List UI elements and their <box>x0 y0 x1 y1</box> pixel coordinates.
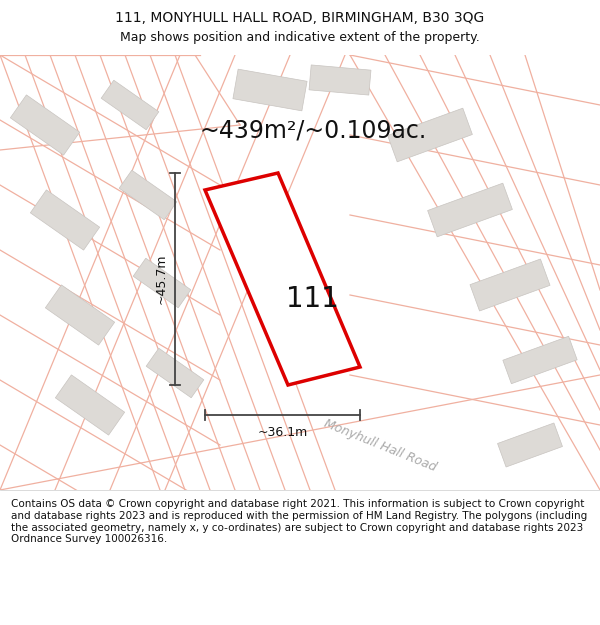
Text: 111, MONYHULL HALL ROAD, BIRMINGHAM, B30 3QG: 111, MONYHULL HALL ROAD, BIRMINGHAM, B30… <box>115 11 485 25</box>
Polygon shape <box>428 183 512 237</box>
Polygon shape <box>309 65 371 95</box>
Polygon shape <box>388 108 472 162</box>
Polygon shape <box>503 336 577 384</box>
Text: ~36.1m: ~36.1m <box>257 426 308 439</box>
Polygon shape <box>133 258 191 308</box>
Polygon shape <box>205 173 360 385</box>
Polygon shape <box>119 170 177 220</box>
Text: ~45.7m: ~45.7m <box>155 254 167 304</box>
Text: ~439m²/~0.109ac.: ~439m²/~0.109ac. <box>200 118 427 142</box>
Polygon shape <box>10 95 80 155</box>
Polygon shape <box>233 69 307 111</box>
Text: Contains OS data © Crown copyright and database right 2021. This information is : Contains OS data © Crown copyright and d… <box>11 499 587 544</box>
Text: Map shows position and indicative extent of the property.: Map shows position and indicative extent… <box>120 31 480 44</box>
Polygon shape <box>470 259 550 311</box>
Polygon shape <box>55 375 125 435</box>
Text: Monyhull Hall Road: Monyhull Hall Road <box>322 416 438 474</box>
Polygon shape <box>31 190 100 250</box>
Text: 111: 111 <box>286 285 339 312</box>
Polygon shape <box>497 423 562 467</box>
Polygon shape <box>101 80 159 130</box>
Polygon shape <box>146 348 204 398</box>
Polygon shape <box>46 285 115 345</box>
